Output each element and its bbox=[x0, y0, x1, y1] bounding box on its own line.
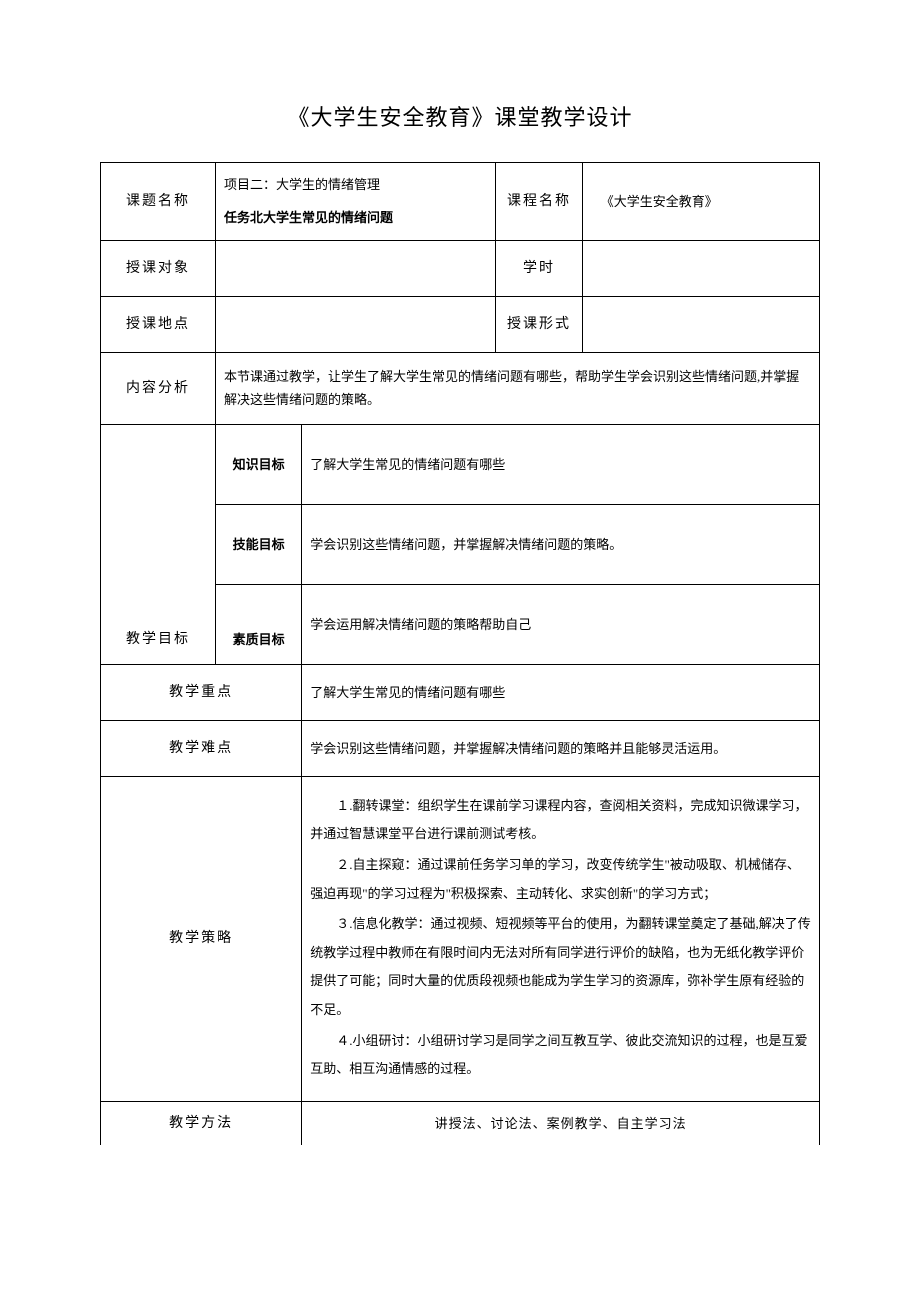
topic-line2: 任务北大学生常见的情绪问题 bbox=[224, 206, 487, 229]
label-format: 授课形式 bbox=[496, 296, 582, 352]
label-topic-name: 课题名称 bbox=[101, 163, 216, 241]
strategy-item: ２.自主探窥：通过课前任务学习单的学习，改变传统学生"被动吸取、机械储存、强迫再… bbox=[310, 851, 811, 908]
difficulties-value: 学会识别这些情绪问题，并掌握解决情绪问题的策略并且能够灵活运用。 bbox=[302, 720, 820, 776]
strategy-item: ３.信息化教学：通过视频、短视频等平台的使用，为翻转课堂奠定了基础,解决了传统教… bbox=[310, 910, 811, 1024]
label-hours: 学时 bbox=[496, 240, 582, 296]
audience-value bbox=[216, 240, 496, 296]
table-row: 授课地点 授课形式 bbox=[101, 296, 820, 352]
strategy-item: １.翻转课堂：组织学生在课前学习课程内容，查阅相关资料，完成知识微课学习，并通过… bbox=[310, 792, 811, 849]
table-row: 授课对象 学时 bbox=[101, 240, 820, 296]
table-row: 教学策略 １.翻转课堂：组织学生在课前学习课程内容，查阅相关资料，完成知识微课学… bbox=[101, 776, 820, 1101]
label-methods: 教学方法 bbox=[101, 1101, 302, 1145]
label-location: 授课地点 bbox=[101, 296, 216, 352]
label-knowledge-goal: 知识目标 bbox=[216, 424, 302, 504]
quality-goal-value: 学会运用解决情绪问题的策略帮助自己 bbox=[302, 584, 820, 664]
knowledge-goal-value: 了解大学生常见的情绪问题有哪些 bbox=[302, 424, 820, 504]
methods-value: 讲授法、讨论法、案例教学、自主学习法 bbox=[302, 1101, 820, 1145]
label-strategy: 教学策略 bbox=[101, 776, 302, 1101]
table-row: 课题名称 项目二：大学生的情绪管理 任务北大学生常见的情绪问题 课程名称 《大学… bbox=[101, 163, 820, 241]
label-key-points: 教学重点 bbox=[101, 664, 302, 720]
strategy-item: ４.小组研讨：小组研讨学习是同学之间互教互学、彼此交流知识的过程，也是互爱互助、… bbox=[310, 1027, 811, 1084]
lesson-plan-table: 课题名称 项目二：大学生的情绪管理 任务北大学生常见的情绪问题 课程名称 《大学… bbox=[100, 162, 820, 1145]
page-title: 《大学生安全教育》课堂教学设计 bbox=[100, 100, 820, 132]
table-row: 教学方法 讲授法、讨论法、案例教学、自主学习法 bbox=[101, 1101, 820, 1145]
key-points-value: 了解大学生常见的情绪问题有哪些 bbox=[302, 664, 820, 720]
topic-value: 项目二：大学生的情绪管理 任务北大学生常见的情绪问题 bbox=[216, 163, 496, 241]
label-audience: 授课对象 bbox=[101, 240, 216, 296]
label-content-analysis: 内容分析 bbox=[101, 352, 216, 424]
content-analysis-value: 本节课通过教学，让学生了解大学生常见的情绪问题有哪些，帮助学生学会识别这些情绪问… bbox=[216, 352, 820, 424]
label-course-name: 课程名称 bbox=[496, 163, 582, 241]
table-row: 教学难点 学会识别这些情绪问题，并掌握解决情绪问题的策略并且能够灵活运用。 bbox=[101, 720, 820, 776]
format-value bbox=[582, 296, 819, 352]
label-teaching-goal: 教学目标 bbox=[101, 424, 216, 664]
label-quality-goal: 素质目标 bbox=[216, 584, 302, 664]
course-name-value: 《大学生安全教育》 bbox=[582, 163, 819, 241]
label-difficulties: 教学难点 bbox=[101, 720, 302, 776]
label-skill-goal: 技能目标 bbox=[216, 504, 302, 584]
strategy-value: １.翻转课堂：组织学生在课前学习课程内容，查阅相关资料，完成知识微课学习，并通过… bbox=[302, 776, 820, 1101]
topic-line1: 项目二：大学生的情绪管理 bbox=[224, 173, 487, 196]
skill-goal-value: 学会识别这些情绪问题，并掌握解决情绪问题的策略。 bbox=[302, 504, 820, 584]
table-row: 教学目标 知识目标 了解大学生常见的情绪问题有哪些 bbox=[101, 424, 820, 504]
hours-value bbox=[582, 240, 819, 296]
table-row: 教学重点 了解大学生常见的情绪问题有哪些 bbox=[101, 664, 820, 720]
table-row: 内容分析 本节课通过教学，让学生了解大学生常见的情绪问题有哪些，帮助学生学会识别… bbox=[101, 352, 820, 424]
location-value bbox=[216, 296, 496, 352]
